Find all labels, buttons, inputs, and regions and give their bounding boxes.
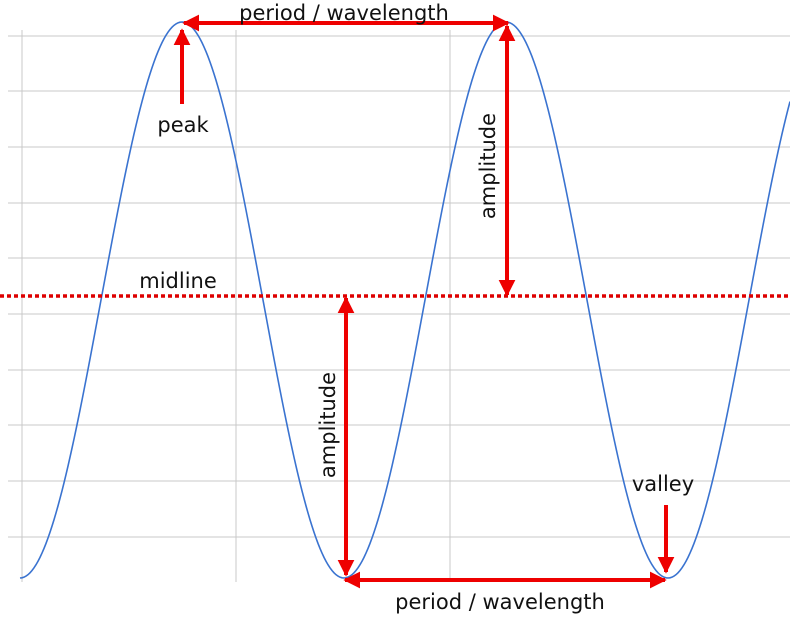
amplitude-label-lower: amplitude [316,372,340,478]
period-label-bottom: period / wavelength [395,590,605,614]
period-label-top: period / wavelength [239,1,449,25]
peak-label: peak [157,113,209,137]
valley-label: valley [632,472,694,496]
grid [8,30,790,582]
amplitude-label-upper: amplitude [476,113,500,219]
midline-label: midline [139,269,217,293]
